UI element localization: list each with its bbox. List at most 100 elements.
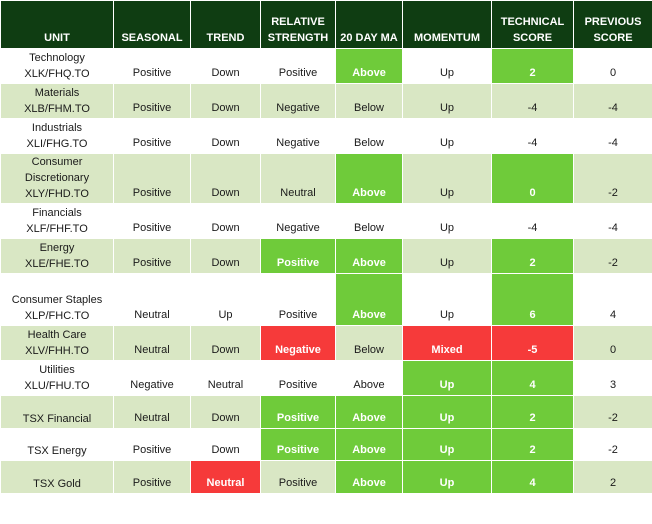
ma20-cell: Above [335,360,403,396]
technical-score-cell: 4 [491,460,574,494]
unit-ticker: XLF/FHF.TO [26,223,88,235]
unit-cell: TSX Financial [0,395,114,429]
unit-cell: Technology XLK/FHQ.TO [0,48,114,84]
relative-strength-cell: Positive [260,395,336,429]
ma20-cell: Below [335,203,403,239]
header-trend: TREND [190,0,261,49]
trend-cell: Down [190,238,261,274]
trend-cell: Down [190,48,261,84]
unit-name: Energy [39,242,75,254]
table-row: Consumer Staples XLP/FHC.TO Neutral Up Posit… [0,273,652,326]
unit-cell: Materials XLB/FHM.TO [0,83,114,119]
seasonal-cell: Neutral [113,325,191,361]
unit-name: TSX Financial [22,413,92,425]
ma20-cell: Below [335,325,403,361]
relative-strength-cell: Positive [260,360,336,396]
unit-ticker: XLB/FHM.TO [24,103,90,115]
ma20-cell: Above [335,238,403,274]
technical-score-cell: 2 [491,428,574,461]
seasonal-cell: Positive [113,238,191,274]
table-row: TSX Financial Neutral Down Positive Above Up 2… [0,395,652,429]
previous-score-cell: 2 [573,460,652,494]
previous-score-cell: 4 [573,273,652,326]
unit-ticker: XLI/FHG.TO [26,138,88,150]
technical-score-cell: 2 [491,48,574,84]
table-row: Energy XLE/FHE.TO Positive Down Positive Abov… [0,238,652,274]
ma20-cell: Below [335,118,403,154]
previous-score-cell: 0 [573,48,652,84]
relative-strength-cell: Negative [260,118,336,154]
technical-score-cell: -4 [491,83,574,119]
previous-score-cell: -2 [573,238,652,274]
momentum-cell: Up [402,238,492,274]
trend-cell: Down [190,153,261,204]
momentum-cell: Up [402,203,492,239]
relative-strength-cell: Negative [260,203,336,239]
header-technical-score: TECHNICAL SCORE [491,0,574,49]
momentum-cell: Up [402,273,492,326]
technical-score-cell: -4 [491,203,574,239]
ma20-cell: Above [335,395,403,429]
header-relative-strength: RELATIVE STRENGTH [260,0,336,49]
unit-name: Industrials [31,122,83,134]
seasonal-cell: Positive [113,118,191,154]
header-row: UNIT SEASONAL TREND RELATIVE STRENGTH 20… [0,0,652,49]
table-row: Utilities XLU/FHU.TO Negative Neutral Positi… [0,360,652,396]
relative-strength-cell: Negative [260,83,336,119]
unit-name: Consumer Discretionary [24,156,90,184]
technical-score-cell: -4 [491,118,574,154]
unit-name: Utilities [39,364,75,376]
table-row: TSX Energy Positive Down Positive Above Up 2 -2 [0,428,652,461]
unit-name: Consumer Staples [11,294,103,306]
ma20-cell: Above [335,48,403,84]
previous-score-cell: -2 [573,395,652,429]
technical-score-cell: 6 [491,273,574,326]
momentum-cell: Mixed [402,325,492,361]
header-previous-score: PREVIOUS SCORE [573,0,652,49]
unit-cell: TSX Gold [0,460,114,494]
table-row: Consumer Discretionary XLY/FHD.TO Positive… [0,153,652,204]
header-seasonal: SEASONAL [113,0,191,49]
previous-score-cell: -2 [573,153,652,204]
seasonal-cell: Positive [113,83,191,119]
relative-strength-cell: Neutral [260,153,336,204]
table-row: Financials XLF/FHF.TO Positive Down Negative… [0,203,652,239]
unit-ticker: XLU/FHU.TO [24,380,90,392]
technical-score-cell: 0 [491,153,574,204]
relative-strength-cell: Positive [260,48,336,84]
previous-score-cell: -4 [573,118,652,154]
previous-score-cell: -4 [573,83,652,119]
previous-score-cell: -4 [573,203,652,239]
unit-cell: Utilities XLU/FHU.TO [0,360,114,396]
sector-scorecard-table: UNIT SEASONAL TREND RELATIVE STRENGTH 20… [0,0,652,494]
trend-cell: Down [190,203,261,239]
table-row: Health Care XLV/FHH.TO Neutral Down Negative… [0,325,652,361]
unit-cell: Consumer Discretionary XLY/FHD.TO [0,153,114,204]
unit-ticker: XLE/FHE.TO [25,258,89,270]
unit-name: TSX Gold [33,478,81,490]
momentum-cell: Up [402,460,492,494]
unit-name: Technology [29,52,85,64]
ma20-cell: Above [335,273,403,326]
header-20-day-ma: 20 DAY MA [335,0,403,49]
relative-strength-cell: Positive [260,273,336,326]
unit-cell: Health Care XLV/FHH.TO [0,325,114,361]
ma20-cell: Below [335,83,403,119]
unit-ticker: XLY/FHD.TO [25,188,89,200]
unit-name: Financials [32,207,82,219]
trend-cell: Up [190,273,261,326]
seasonal-cell: Positive [113,428,191,461]
header-unit: UNIT [0,0,114,49]
unit-cell: TSX Energy [0,428,114,461]
unit-name: Materials [34,87,80,99]
trend-cell: Down [190,83,261,119]
momentum-cell: Up [402,153,492,204]
relative-strength-cell: Negative [260,325,336,361]
relative-strength-cell: Positive [260,238,336,274]
momentum-cell: Up [402,428,492,461]
ma20-cell: Above [335,428,403,461]
table-row: Technology XLK/FHQ.TO Positive Down Positive… [0,48,652,84]
header-momentum: MOMENTUM [402,0,492,49]
unit-ticker: XLK/FHQ.TO [24,68,90,80]
seasonal-cell: Neutral [113,395,191,429]
